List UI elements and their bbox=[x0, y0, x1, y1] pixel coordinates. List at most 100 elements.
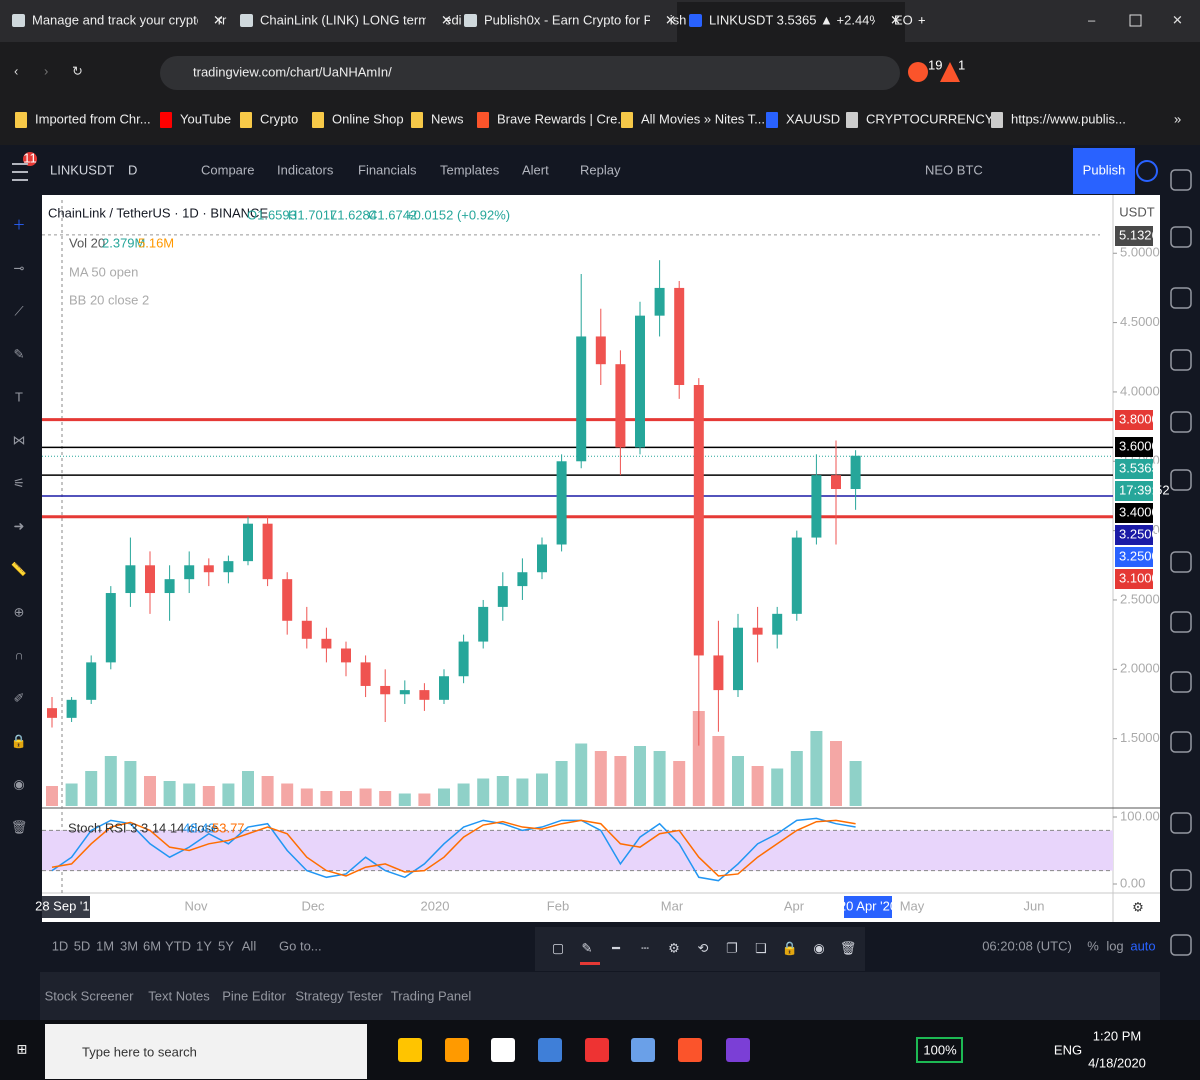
new-tab[interactable]: + bbox=[918, 12, 926, 27]
app-icon[interactable] bbox=[585, 1038, 609, 1062]
start[interactable]: ⊞ bbox=[17, 1041, 28, 1056]
bookmark[interactable]: CRYPTOCURRENCY... bbox=[866, 111, 1003, 126]
rewards[interactable] bbox=[940, 62, 960, 82]
panel-tab[interactable]: Strategy Tester bbox=[295, 988, 383, 1003]
range-button[interactable]: 3M bbox=[120, 938, 138, 953]
side-icon[interactable] bbox=[1170, 731, 1192, 753]
app-icon[interactable] bbox=[491, 1038, 515, 1062]
publish[interactable]: Publish bbox=[1083, 162, 1126, 177]
panel-tab[interactable]: Trading Panel bbox=[391, 988, 472, 1003]
app-icon[interactable] bbox=[538, 1038, 562, 1062]
search-text[interactable]: Type here to search bbox=[82, 1044, 197, 1059]
url[interactable]: tradingview.com/chart/UaNHAmIn/ bbox=[193, 64, 392, 79]
side-icon[interactable] bbox=[1170, 869, 1192, 891]
tool-icon[interactable]: ⊕ bbox=[14, 604, 25, 619]
tab-close[interactable]: ✕ bbox=[665, 12, 676, 27]
draw-tool[interactable]: 🗑 bbox=[840, 940, 857, 955]
scale-button[interactable]: % bbox=[1087, 938, 1099, 953]
tool-icon[interactable]: ⚟ bbox=[13, 475, 25, 490]
draw-tool[interactable]: ⚙ bbox=[668, 940, 680, 955]
play[interactable] bbox=[1136, 160, 1158, 182]
layout-name[interactable]: NEO BTC bbox=[925, 162, 983, 177]
symbol[interactable]: LINKUSDT bbox=[50, 162, 114, 177]
side-icon[interactable] bbox=[1170, 812, 1192, 834]
side-icon[interactable] bbox=[1170, 226, 1192, 248]
side-icon[interactable] bbox=[1170, 934, 1192, 956]
forward[interactable]: › bbox=[44, 63, 48, 78]
tool-icon[interactable]: ◉ bbox=[13, 776, 24, 791]
settings[interactable]: ⚙ bbox=[1132, 899, 1144, 914]
tool-icon[interactable]: ✐ bbox=[14, 690, 25, 705]
panel-tab[interactable]: Text Notes bbox=[148, 988, 210, 1003]
tab-title[interactable]: Manage and track your cryptocurr bbox=[32, 12, 227, 27]
app-icon[interactable] bbox=[631, 1038, 655, 1062]
tool-icon[interactable]: ✎ bbox=[14, 346, 25, 361]
range-button[interactable]: YTD bbox=[165, 938, 191, 953]
tab-close[interactable]: ✕ bbox=[213, 12, 224, 27]
toolbar-item[interactable]: Templates bbox=[440, 162, 500, 177]
close-window[interactable]: ✕ bbox=[1172, 12, 1183, 27]
publish-button[interactable] bbox=[1073, 148, 1135, 194]
draw-tool[interactable]: ┄ bbox=[641, 940, 649, 955]
search-box[interactable] bbox=[45, 1024, 367, 1079]
tool-icon[interactable]: 🗑 bbox=[11, 819, 28, 834]
side-icon[interactable] bbox=[1170, 611, 1192, 633]
draw-tool[interactable]: ▢ bbox=[552, 940, 564, 955]
panel-tab[interactable]: Pine Editor bbox=[222, 988, 286, 1003]
range-button[interactable]: 1D bbox=[52, 938, 69, 953]
draw-tool[interactable]: ✎ bbox=[582, 940, 593, 955]
app-icon[interactable] bbox=[678, 1038, 702, 1062]
range-button[interactable]: 1M bbox=[96, 938, 114, 953]
tool-icon[interactable]: T bbox=[15, 389, 23, 404]
bookmark[interactable]: YouTube bbox=[180, 111, 231, 126]
tool-icon[interactable]: ➜ bbox=[14, 518, 25, 533]
side-icon[interactable] bbox=[1170, 411, 1192, 433]
range-button[interactable]: 5D bbox=[74, 938, 91, 953]
range-button[interactable]: 1Y bbox=[196, 938, 212, 953]
side-icon[interactable] bbox=[1170, 169, 1192, 191]
draw-tool[interactable]: ❐ bbox=[726, 940, 738, 955]
tool-icon[interactable]: ∩ bbox=[14, 647, 23, 662]
side-icon[interactable] bbox=[1170, 287, 1192, 309]
toolbar-item[interactable]: Financials bbox=[358, 162, 417, 177]
app-icon[interactable] bbox=[726, 1038, 750, 1062]
bookmark[interactable]: Online Shop bbox=[332, 111, 404, 126]
tab-close[interactable]: ✕ bbox=[890, 12, 901, 27]
reload[interactable]: ↻ bbox=[72, 63, 83, 78]
app-icon[interactable] bbox=[398, 1038, 422, 1062]
app-icon[interactable] bbox=[445, 1038, 469, 1062]
toolbar-item[interactable]: Indicators bbox=[277, 162, 334, 177]
brave-shield[interactable] bbox=[908, 62, 928, 82]
scale-button[interactable]: auto bbox=[1130, 938, 1155, 953]
address-bar[interactable] bbox=[160, 56, 900, 90]
minimize[interactable]: – bbox=[1088, 12, 1096, 27]
bookmark[interactable]: All Movies » Nites T... bbox=[641, 111, 765, 126]
panel-tab[interactable]: Stock Screener bbox=[45, 988, 135, 1003]
scale-button[interactable]: log bbox=[1106, 938, 1123, 953]
side-icon[interactable] bbox=[1170, 469, 1192, 491]
toolbar-item[interactable]: Compare bbox=[201, 162, 254, 177]
tab-title[interactable]: Publish0x - Earn Crypto for Publish bbox=[484, 12, 686, 27]
tool-icon[interactable]: ⟋ bbox=[14, 303, 24, 318]
draw-tool[interactable]: ━ bbox=[611, 940, 620, 955]
bookmark[interactable]: News bbox=[431, 111, 464, 126]
range-button[interactable]: All bbox=[242, 938, 257, 953]
bookmark[interactable]: XAUUSD bbox=[786, 111, 840, 126]
range-button[interactable]: 5Y bbox=[218, 938, 234, 953]
bookmark[interactable]: Imported from Chr... bbox=[35, 111, 151, 126]
tool-icon[interactable]: 🔒 bbox=[11, 733, 27, 748]
toolbar-item[interactable]: Replay bbox=[580, 162, 621, 177]
tool-icon[interactable]: 📏 bbox=[11, 561, 27, 576]
bookmark[interactable]: https://www.publis... bbox=[1011, 111, 1126, 126]
goto[interactable]: Go to... bbox=[279, 938, 322, 953]
draw-tool[interactable]: ◉ bbox=[813, 940, 824, 955]
color-swatch[interactable] bbox=[580, 962, 600, 965]
interval[interactable]: D bbox=[128, 162, 137, 177]
side-icon[interactable] bbox=[1170, 349, 1192, 371]
tab-title[interactable]: LINKUSDT 3.5365 ▲ +2.44% NEO bbox=[709, 12, 913, 27]
draw-tool[interactable]: ⟲ bbox=[698, 940, 709, 955]
tab-close[interactable]: ✕ bbox=[441, 12, 452, 27]
tool-icon[interactable]: ⋈ bbox=[13, 432, 26, 447]
range-button[interactable]: 6M bbox=[143, 938, 161, 953]
tool-icon[interactable]: ⊸ bbox=[14, 260, 25, 275]
